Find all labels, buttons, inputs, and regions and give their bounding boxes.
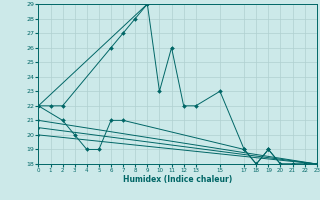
X-axis label: Humidex (Indice chaleur): Humidex (Indice chaleur) (123, 175, 232, 184)
